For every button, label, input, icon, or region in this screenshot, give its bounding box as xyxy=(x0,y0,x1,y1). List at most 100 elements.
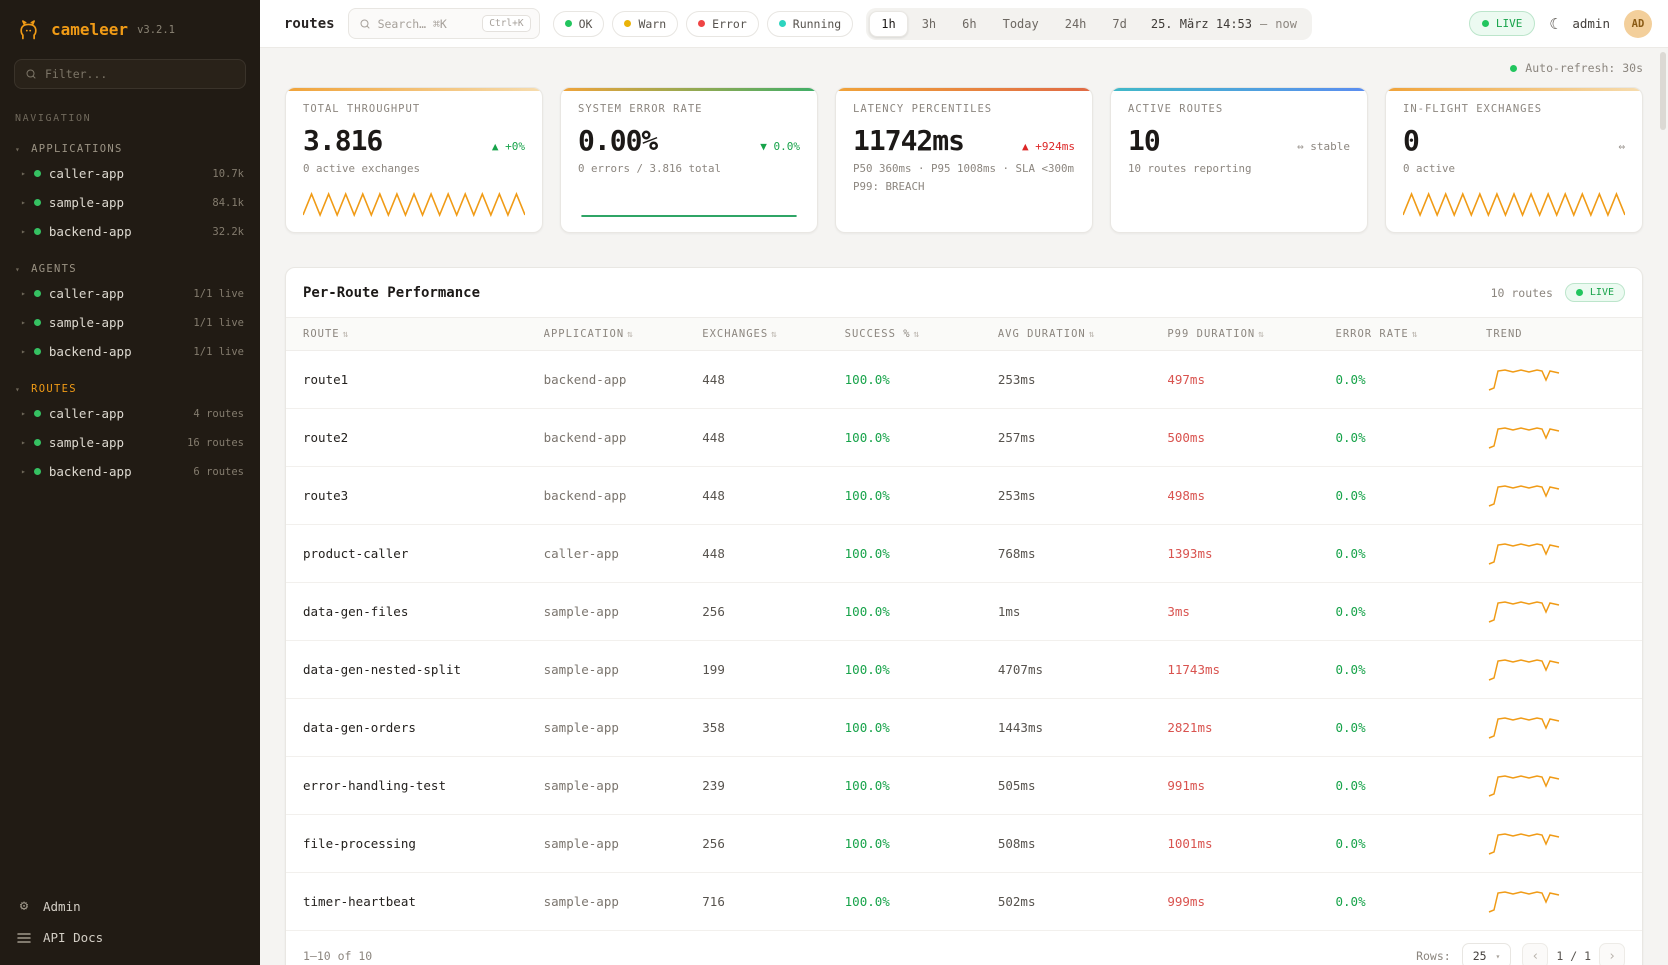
cell-exchanges: 256 xyxy=(702,582,845,641)
section-header-applications[interactable]: ▾ APPLICATIONS xyxy=(15,143,123,155)
filter-chip-warn[interactable]: Warn xyxy=(612,10,679,37)
sidebar-item-routes-sample-app[interactable]: ▸ sample-app 16 routes xyxy=(21,435,244,450)
cell-trend xyxy=(1486,698,1642,757)
filter-input[interactable] xyxy=(45,67,235,81)
card-accent-bar xyxy=(1111,88,1367,91)
cell-route: data-gen-files xyxy=(286,582,544,641)
sidebar-item-agents-sample-app[interactable]: ▸ sample-app 1/1 live xyxy=(21,315,244,330)
filter-chip-running[interactable]: Running xyxy=(766,10,854,37)
nav-section-applications: ▾ APPLICATIONS ▸ caller-app 10.7k ▸ sample-app… xyxy=(0,139,260,246)
sidebar-item-api-docs[interactable]: API Docs xyxy=(16,930,244,945)
range-button-7d[interactable]: 7d xyxy=(1100,11,1138,37)
filter-chip-error[interactable]: Error xyxy=(686,10,759,37)
cell-application: caller-app xyxy=(543,524,703,583)
route-row-data-gen-orders[interactable]: data-gen-orders sample-app 358 100.0% 14… xyxy=(286,698,1642,757)
trend-sparkline xyxy=(1488,543,1560,565)
panel-header: Per-Route Performance 10 routes LIVE xyxy=(286,268,1642,317)
trend-sparkline xyxy=(1488,427,1560,449)
time-range-group: 1h 3h 6h Today 24h 7d 25. März 14:53 — now xyxy=(866,7,1312,40)
range-button-3h[interactable]: 3h xyxy=(910,11,948,37)
sparkline xyxy=(303,186,525,222)
delta-indicator: ▲ +0% xyxy=(491,140,525,153)
route-row-file-processing[interactable]: file-processing sample-app 256 100.0% 50… xyxy=(286,814,1642,873)
cell-p99-duration: 1001ms xyxy=(1167,814,1336,873)
column-header-p99-duration[interactable]: P99 DURATION ⇅ xyxy=(1167,317,1336,351)
cell-success: 100.0% xyxy=(844,698,998,757)
cell-trend xyxy=(1486,524,1642,583)
column-header-exchanges[interactable]: EXCHANGES ⇅ xyxy=(702,317,845,351)
trend-sparkline xyxy=(1488,369,1560,391)
sort-icon: ⇅ xyxy=(913,329,921,340)
sidebar-item-applications-backend-app[interactable]: ▸ backend-app 32.2k xyxy=(21,224,244,239)
cell-success: 100.0% xyxy=(844,872,998,931)
kpi-card-in-flight-exchanges: IN-FLIGHT EXCHANGES 0 ⇔ 0 active xyxy=(1385,87,1643,233)
route-row-timer-heartbeat[interactable]: timer-heartbeat sample-app 716 100.0% 50… xyxy=(286,872,1642,931)
status-dot-icon xyxy=(33,410,41,417)
cell-application: sample-app xyxy=(543,582,703,641)
prev-page-button[interactable]: ‹ xyxy=(1522,943,1549,965)
trend-sparkline xyxy=(1488,717,1560,739)
cell-p99-duration: 991ms xyxy=(1167,756,1336,815)
sidebar-item-routes-caller-app[interactable]: ▸ caller-app 4 routes xyxy=(21,406,244,421)
column-header-application[interactable]: APPLICATION ⇅ xyxy=(543,317,703,351)
chevron-right-icon: ▸ xyxy=(21,198,26,207)
route-row-data-gen-nested-split[interactable]: data-gen-nested-split sample-app 199 100… xyxy=(286,640,1642,699)
range-button-today[interactable]: Today xyxy=(991,11,1051,37)
avatar[interactable]: AD xyxy=(1624,9,1652,38)
sidebar-spacer xyxy=(0,486,260,886)
column-header-success[interactable]: SUCCESS % ⇅ xyxy=(844,317,998,351)
kpi-card-latency-percentiles: LATENCY PERCENTILES 11742ms ▲ +924ms P50 … xyxy=(835,87,1093,233)
column-header-avg-duration[interactable]: AVG DURATION ⇅ xyxy=(997,317,1168,351)
global-search[interactable]: Ctrl+K xyxy=(347,8,540,39)
cell-trend xyxy=(1486,582,1642,641)
cell-success: 100.0% xyxy=(844,466,998,525)
sidebar-item-agents-backend-app[interactable]: ▸ backend-app 1/1 live xyxy=(21,344,244,359)
route-row-product-caller[interactable]: product-caller caller-app 448 100.0% 768… xyxy=(286,524,1642,583)
cell-exchanges: 448 xyxy=(702,466,845,525)
delta-indicator: ▲ +924ms xyxy=(1022,140,1075,153)
sidebar-item-applications-caller-app[interactable]: ▸ caller-app 10.7k xyxy=(21,166,244,181)
route-row-route1[interactable]: route1 backend-app 448 100.0% 253ms 497m… xyxy=(286,350,1642,409)
scrollbar-thumb[interactable] xyxy=(1660,52,1666,130)
camel-logo-icon xyxy=(20,20,37,40)
cell-p99-duration: 500ms xyxy=(1167,408,1336,467)
dark-mode-toggle[interactable]: ☾ xyxy=(1549,14,1559,33)
filter-chip-ok[interactable]: OK xyxy=(552,10,605,37)
rows-per-page-select[interactable]: 25 ▾ xyxy=(1461,943,1512,965)
app-logo[interactable]: cameleer v3.2.1 xyxy=(0,0,260,56)
route-row-route3[interactable]: route3 backend-app 448 100.0% 253ms 498m… xyxy=(286,466,1642,525)
section-header-agents[interactable]: ▾ AGENTS xyxy=(15,263,77,275)
range-button-24h[interactable]: 24h xyxy=(1053,11,1099,37)
gear-icon: ⚙ xyxy=(19,898,29,914)
sidebar-item-applications-sample-app[interactable]: ▸ sample-app 84.1k xyxy=(21,195,244,210)
search-input[interactable] xyxy=(377,16,470,31)
main-content: Auto-refresh: 30s TOTAL THROUGHPUT 3.816… xyxy=(260,48,1668,965)
column-header-error-rate[interactable]: ERROR RATE ⇅ xyxy=(1335,317,1487,351)
route-row-error-handling-test[interactable]: error-handling-test sample-app 239 100.0… xyxy=(286,756,1642,815)
sidebar-item-routes-backend-app[interactable]: ▸ backend-app 6 routes xyxy=(21,464,244,479)
status-dot-icon xyxy=(33,290,41,297)
cell-route: product-caller xyxy=(286,524,544,583)
table-footer-right: Rows: 25 ▾ ‹ 1 / 1 › xyxy=(1416,943,1625,965)
cell-exchanges: 256 xyxy=(702,814,845,873)
range-button-1h[interactable]: 1h xyxy=(869,10,908,37)
range-button-6h[interactable]: 6h xyxy=(950,11,988,37)
date-range-picker[interactable]: 25. März 14:53 — now xyxy=(1139,17,1309,31)
sort-icon: ⇅ xyxy=(627,329,634,340)
sidebar-item-agents-caller-app[interactable]: ▸ caller-app 1/1 live xyxy=(21,286,244,301)
cell-avg-duration: 768ms xyxy=(997,524,1168,583)
column-header-route[interactable]: ROUTE ⇅ xyxy=(286,317,544,351)
table-body: route1 backend-app 448 100.0% 253ms 497m… xyxy=(286,350,1642,931)
next-page-button[interactable]: › xyxy=(1599,943,1625,965)
kpi-value: 11742ms xyxy=(853,124,965,157)
section-header-routes[interactable]: ▾ ROUTES xyxy=(15,383,77,395)
route-row-route2[interactable]: route2 backend-app 448 100.0% 257ms 500m… xyxy=(286,408,1642,467)
kpi-card-system-error-rate: SYSTEM ERROR RATE 0.00% ▼ 0.0% 0 errors /… xyxy=(560,87,818,233)
date-to: now xyxy=(1275,16,1297,31)
trend-sparkline xyxy=(1488,485,1560,507)
cell-application: backend-app xyxy=(543,350,703,409)
route-row-data-gen-files[interactable]: data-gen-files sample-app 256 100.0% 1ms… xyxy=(286,582,1642,641)
topbar: routes Ctrl+K OK Warn Error Running 1h3h6hT… xyxy=(260,0,1668,48)
sidebar-item-admin[interactable]: ⚙ Admin xyxy=(16,898,244,914)
